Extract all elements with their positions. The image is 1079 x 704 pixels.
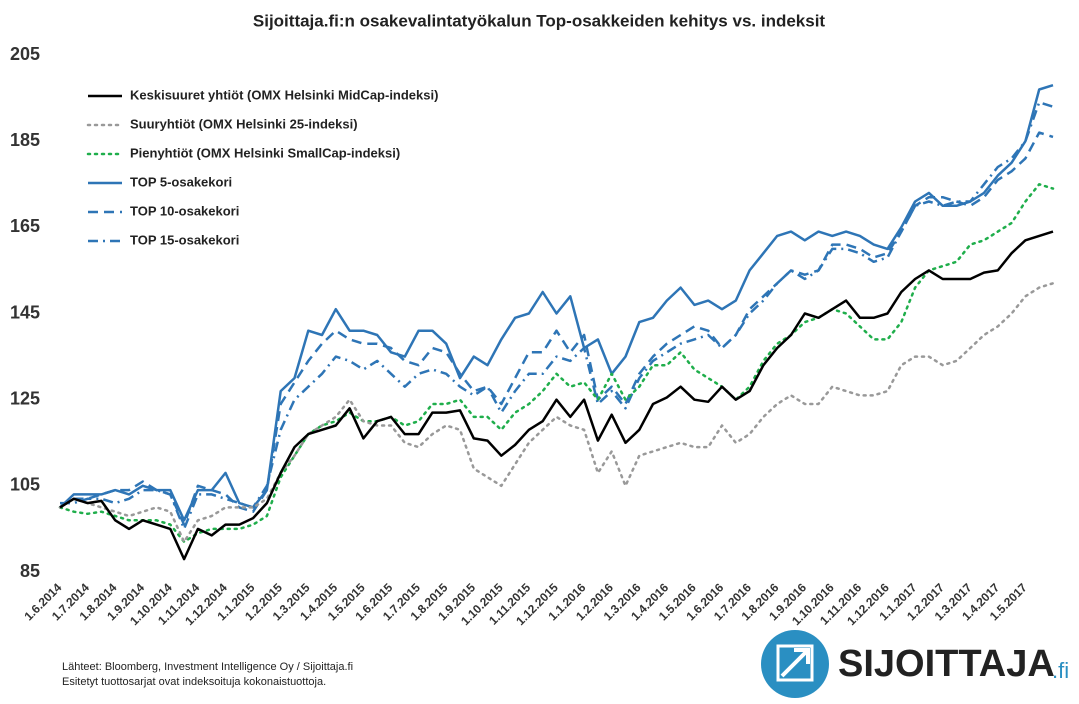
series-line xyxy=(59,230,1054,561)
legend-label: Pienyhtiöt (OMX Helsinki SmallCap-indeks… xyxy=(130,145,400,160)
legend-label: TOP 15-osakekori xyxy=(130,232,239,247)
logo-suffix: .fi xyxy=(1052,658,1069,683)
logo-arrow xyxy=(780,648,810,678)
legend-label: Keskisuuret yhtiöt (OMX Helsinki MidCap-… xyxy=(130,87,438,102)
logo: SIJOITTAJA .fi xyxy=(761,630,1069,698)
legend-label: TOP 10-osakekori xyxy=(130,203,239,218)
series-line xyxy=(58,183,1055,544)
y-tick-label: 85 xyxy=(20,561,40,581)
y-tick-label: 165 xyxy=(10,216,40,236)
series-line xyxy=(58,282,1055,544)
series-line xyxy=(59,84,1054,522)
y-tick-label: 125 xyxy=(10,388,40,408)
y-tick-label: 205 xyxy=(10,44,40,64)
series-line xyxy=(59,131,1054,526)
source: Lähteet: Bloomberg, Investment Intellige… xyxy=(62,661,353,673)
y-tick-label: 145 xyxy=(10,302,40,322)
note: Esitetyt tuottosarjat ovat indeksoituja … xyxy=(62,676,326,688)
y-tick-label: 185 xyxy=(10,130,40,150)
legend-label: Suuryhtiöt (OMX Helsinki 25-indeksi) xyxy=(130,116,358,131)
logo-text: SIJOITTAJA xyxy=(838,643,1055,685)
logo-frame xyxy=(776,644,814,682)
legend-label: TOP 5-osakekori xyxy=(130,174,232,189)
series-line xyxy=(60,101,1054,531)
chart-title: Sijoittaja.fi:n osakevalintatyökalun Top… xyxy=(253,11,826,30)
y-tick-label: 105 xyxy=(10,475,40,495)
